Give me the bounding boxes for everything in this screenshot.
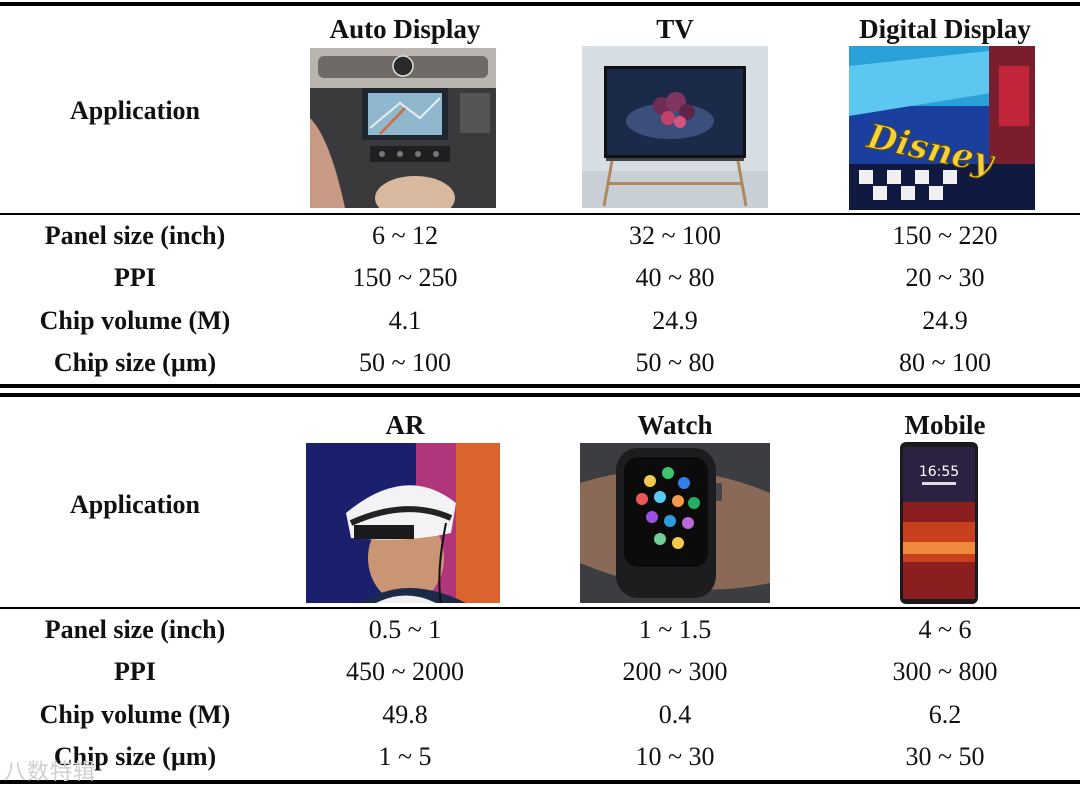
watch-photo xyxy=(580,443,770,603)
ar-photo xyxy=(306,443,500,603)
column-header-watch: Watch xyxy=(637,410,713,440)
cell-chip-volume-auto: 4.1 xyxy=(388,306,422,335)
cell-panel-size-digital: 150 ~ 220 xyxy=(892,221,998,250)
row-label-panel-size-bottom: Panel size (inch) xyxy=(44,615,226,644)
cell-ppi-digital: 20 ~ 30 xyxy=(905,263,985,292)
cell-chip-volume-watch: 0.4 xyxy=(658,700,692,729)
auto-display-photo xyxy=(310,48,496,208)
row-label-ppi-bottom: PPI xyxy=(114,657,156,686)
cell-chip-volume-tv: 24.9 xyxy=(652,306,698,335)
phone-clock: 16:55 xyxy=(919,464,959,480)
cell-ppi-mobile: 300 ~ 800 xyxy=(892,657,998,686)
cell-chip-volume-ar: 49.8 xyxy=(382,700,428,729)
column-header-ar: AR xyxy=(385,410,425,440)
digital-display-photo: Disney xyxy=(849,46,1035,210)
column-header-tv: TV xyxy=(656,14,694,44)
application-row-label-bottom: Application xyxy=(69,490,201,519)
cell-chip-size-tv: 50 ~ 80 xyxy=(635,348,715,377)
cell-ppi-auto: 150 ~ 250 xyxy=(352,263,458,292)
application-row-label: Application xyxy=(69,96,201,125)
mobile-photo: 16:55 xyxy=(900,442,978,604)
column-header-mobile: Mobile xyxy=(904,410,986,440)
row-label-chip-size-bottom: Chip size (µm) xyxy=(53,742,217,771)
cell-chip-size-auto: 50 ~ 100 xyxy=(358,348,452,377)
tv-photo xyxy=(582,46,768,208)
cell-ppi-tv: 40 ~ 80 xyxy=(635,263,715,292)
cell-ppi-ar: 450 ~ 2000 xyxy=(345,657,465,686)
cell-ppi-watch: 200 ~ 300 xyxy=(622,657,728,686)
column-header-digital-display: Digital Display xyxy=(859,14,1031,44)
row-label-chip-size: Chip size (µm) xyxy=(53,348,217,377)
cell-chip-volume-digital: 24.9 xyxy=(922,306,968,335)
double-rule-b xyxy=(0,393,1080,397)
column-header-auto-display: Auto Display xyxy=(329,14,481,44)
cell-chip-size-mobile: 30 ~ 50 xyxy=(905,742,985,771)
row-label-panel-size: Panel size (inch) xyxy=(44,221,226,250)
row-label-chip-volume: Chip volume (M) xyxy=(39,306,231,335)
cell-chip-size-digital: 80 ~ 100 xyxy=(898,348,992,377)
cell-panel-size-watch: 1 ~ 1.5 xyxy=(638,615,712,644)
double-rule-a xyxy=(0,384,1080,388)
cell-panel-size-tv: 32 ~ 100 xyxy=(628,221,722,250)
cell-panel-size-ar: 0.5 ~ 1 xyxy=(368,615,442,644)
cell-chip-size-watch: 10 ~ 30 xyxy=(635,742,715,771)
cell-chip-volume-mobile: 6.2 xyxy=(928,700,962,729)
bottom-rule xyxy=(0,780,1080,784)
header-rule-bottom xyxy=(0,607,1080,609)
header-rule-top xyxy=(0,213,1080,215)
cell-panel-size-mobile: 4 ~ 6 xyxy=(918,615,972,644)
row-label-ppi: PPI xyxy=(114,263,156,292)
cell-chip-size-ar: 1 ~ 5 xyxy=(378,742,432,771)
cell-panel-size-auto: 6 ~ 12 xyxy=(371,221,439,250)
row-label-chip-volume-bottom: Chip volume (M) xyxy=(39,700,231,729)
watermark: 八数特辑 xyxy=(4,760,97,785)
top-rule xyxy=(0,2,1080,6)
